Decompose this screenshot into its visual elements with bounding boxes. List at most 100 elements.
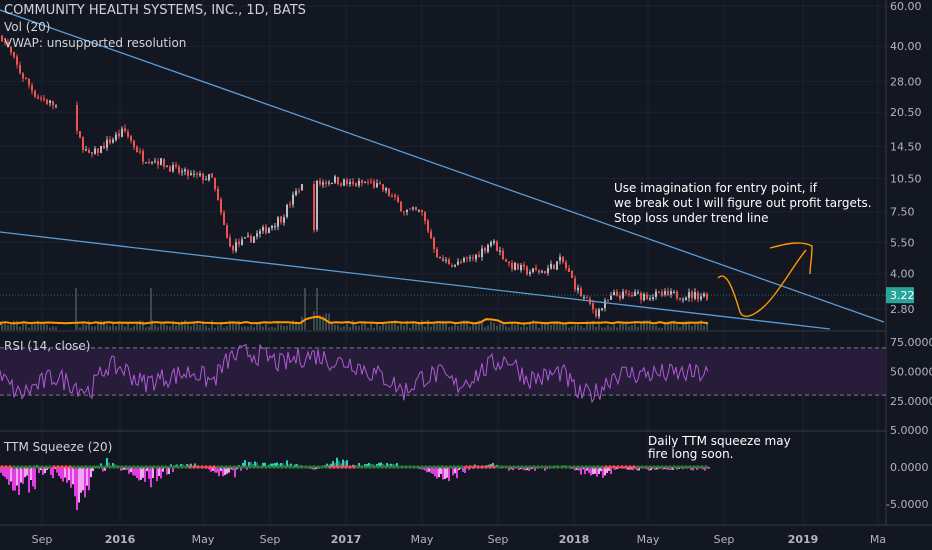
price-candle: [112, 139, 114, 143]
price-candle: [646, 294, 648, 299]
volume-bar: [274, 327, 276, 330]
ttm-squeeze-dot: [416, 465, 420, 469]
price-candle: [31, 85, 33, 91]
volume-bar: [193, 322, 195, 330]
ttm-bar: [342, 459, 344, 467]
volume-indicator-label[interactable]: Vol (20): [4, 20, 51, 34]
rsi-indicator-label[interactable]: RSI (14, close): [4, 339, 91, 353]
ttm-squeeze-dot: [448, 465, 452, 469]
ttm-squeeze-dot: [424, 465, 428, 469]
volume-bar: [154, 324, 156, 330]
volume-bar: [265, 323, 267, 330]
volume-bar: [685, 320, 687, 330]
volume-bar: [400, 322, 402, 330]
volume-bar: [406, 320, 408, 330]
volume-bar: [352, 320, 354, 330]
price-candle: [592, 303, 594, 310]
price-candle: [217, 188, 219, 201]
time-axis-label: 2017: [331, 533, 362, 546]
volume-bar: [34, 324, 36, 330]
ttm-bar: [330, 463, 332, 467]
price-candle: [349, 182, 351, 185]
price-candle: [643, 294, 645, 301]
ttm-squeeze-dot: [288, 465, 292, 469]
ttm-squeeze-dot: [472, 465, 476, 469]
price-candle: [619, 295, 621, 299]
volume-bar: [682, 321, 684, 330]
ttm-bar: [210, 467, 212, 472]
volume-bar: [667, 322, 669, 330]
volume-bar: [31, 323, 33, 330]
ttm-squeeze-dot: [228, 465, 232, 469]
price-candle: [196, 173, 198, 175]
time-axis-label: Sep: [488, 533, 509, 546]
ttm-bar: [34, 467, 36, 490]
ttm-bar: [68, 467, 70, 481]
price-candle: [133, 140, 135, 148]
ttm-squeeze-dot: [456, 465, 460, 469]
ttm-squeeze-dot: [480, 465, 484, 469]
volume-bar: [508, 327, 510, 330]
ttm-bar: [648, 467, 650, 471]
ttm-indicator-label[interactable]: TTM Squeeze (20): [4, 440, 113, 454]
price-candle: [241, 239, 243, 246]
price-candle: [649, 298, 651, 300]
ttm-bar: [58, 467, 60, 477]
volume-bar: [40, 323, 42, 330]
ttm-bar: [344, 461, 346, 467]
price-candle: [679, 297, 681, 300]
volume-bar: [703, 325, 705, 330]
ttm-bar: [142, 467, 144, 478]
vwap-indicator-label[interactable]: VWAP: unsupported resolution: [4, 36, 187, 50]
rsi-line: [0, 343, 709, 404]
volume-bar: [538, 327, 540, 330]
price-candle: [577, 287, 579, 291]
volume-bar: [268, 327, 270, 330]
volume-bar: [208, 327, 210, 330]
ttm-squeeze-dot: [468, 465, 472, 469]
upper-trend-line: [0, 9, 885, 323]
ttm-bar: [386, 463, 388, 467]
ttm-squeeze-dot: [372, 465, 376, 469]
price-candle: [244, 237, 246, 239]
ttm-bar: [492, 462, 494, 467]
ttm-squeeze-dot: [604, 465, 608, 469]
rsi-axis-tick: 25.0000: [890, 395, 932, 408]
ttm-note-line: fire long soon.: [648, 447, 734, 461]
ttm-squeeze-dot: [40, 465, 44, 469]
ttm-bar: [272, 463, 274, 467]
ttm-squeeze-dot: [8, 465, 12, 469]
volume-bar: [613, 323, 615, 330]
ttm-bar: [74, 467, 76, 497]
ttm-squeeze-dot: [96, 465, 100, 469]
price-axis-tick: 14.50: [890, 140, 922, 153]
price-candle: [379, 182, 381, 185]
ttm-bar: [214, 467, 216, 473]
ttm-bar: [524, 467, 526, 471]
volume-bar: [103, 320, 105, 330]
volume-bar: [568, 327, 570, 330]
ttm-bar: [30, 467, 32, 481]
ttm-squeeze-dot: [684, 465, 688, 469]
ttm-squeeze-dot: [520, 465, 524, 469]
ttm-squeeze-dot: [136, 465, 140, 469]
ttm-bar: [8, 467, 10, 485]
volume-bar: [649, 320, 651, 330]
ttm-squeeze-dot: [92, 465, 96, 469]
price-candle: [406, 209, 408, 213]
ttm-squeeze-dot: [504, 465, 508, 469]
price-candle: [55, 105, 57, 107]
volume-bar: [226, 326, 228, 330]
price-candle: [124, 128, 126, 132]
ttm-squeeze-dot: [60, 465, 64, 469]
ttm-squeeze-dot: [232, 465, 236, 469]
ttm-bar: [234, 467, 236, 478]
volume-bar: [112, 323, 114, 330]
volume-bar: [427, 320, 429, 330]
ttm-squeeze-dot: [704, 465, 708, 469]
price-candle: [130, 136, 132, 141]
volume-bar: [448, 327, 450, 330]
volume-bar: [571, 326, 573, 330]
volume-bar: [526, 326, 528, 330]
